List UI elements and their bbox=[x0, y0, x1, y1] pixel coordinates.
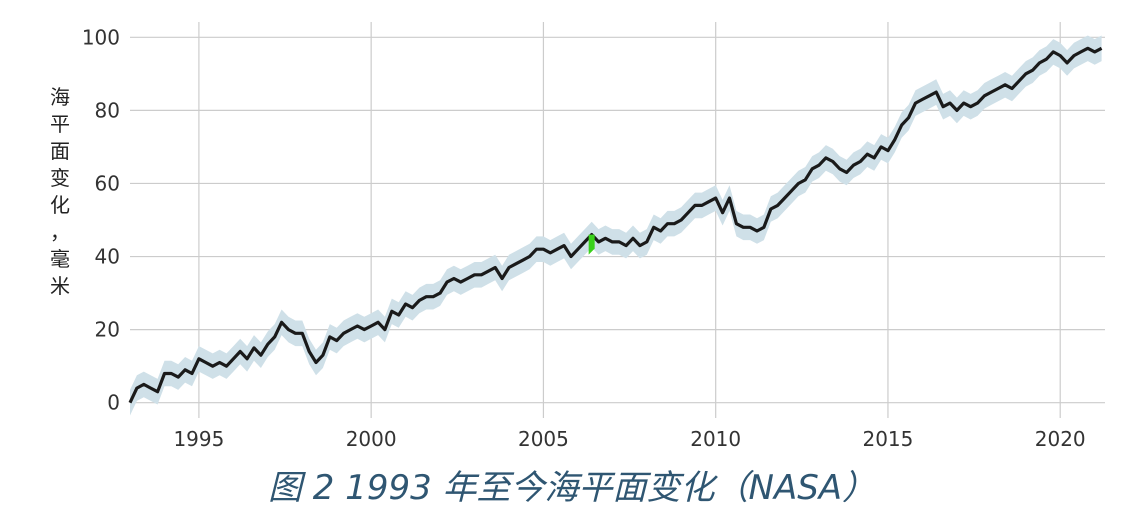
y-axis-label-char: 毫 bbox=[50, 247, 70, 271]
x-tick-label: 1995 bbox=[173, 427, 224, 451]
x-tick-label: 2010 bbox=[690, 427, 741, 451]
figure-caption: 图 2 1993 年至今海平面变化（NASA） bbox=[267, 468, 877, 508]
y-tick-label: 100 bbox=[82, 25, 120, 49]
x-tick-label: 2020 bbox=[1035, 427, 1086, 451]
y-tick-label: 60 bbox=[95, 171, 120, 195]
y-tick-label: 80 bbox=[95, 98, 120, 122]
uncertainty-band bbox=[130, 35, 1102, 416]
y-tick-label: 20 bbox=[95, 318, 120, 342]
vertical-gridlines bbox=[198, 22, 1061, 418]
y-axis-label: 海平面变化 ， 毫米 bbox=[46, 84, 74, 300]
x-axis-ticks: 1995 2000 2005 2010 2015 2020 bbox=[173, 427, 1085, 451]
x-tick-label: 2000 bbox=[346, 427, 397, 451]
y-tick-label: 0 bbox=[107, 391, 120, 415]
y-axis-label-char: 化 bbox=[50, 193, 70, 217]
x-tick-label: 2015 bbox=[862, 427, 913, 451]
y-axis-label-char: ， bbox=[50, 220, 70, 244]
y-axis-label-char: 海 bbox=[50, 85, 70, 109]
y-axis-label-char: 变 bbox=[50, 166, 70, 190]
y-axis-label-char: 面 bbox=[50, 139, 70, 163]
sea-level-line bbox=[128, 46, 1103, 404]
x-tick-label: 2005 bbox=[518, 427, 569, 451]
horizontal-gridlines bbox=[130, 36, 1105, 404]
y-tick-label: 40 bbox=[95, 245, 120, 269]
highlight-marker bbox=[588, 234, 595, 255]
y-axis-ticks: 0 20 40 60 80 100 bbox=[82, 25, 120, 414]
y-axis-label-char: 平 bbox=[50, 112, 70, 136]
y-axis-label-char: 米 bbox=[50, 274, 70, 298]
sea-level-chart: 0 20 40 60 80 100 1995 2000 2005 2010 2015 2020 bbox=[82, 22, 1105, 451]
